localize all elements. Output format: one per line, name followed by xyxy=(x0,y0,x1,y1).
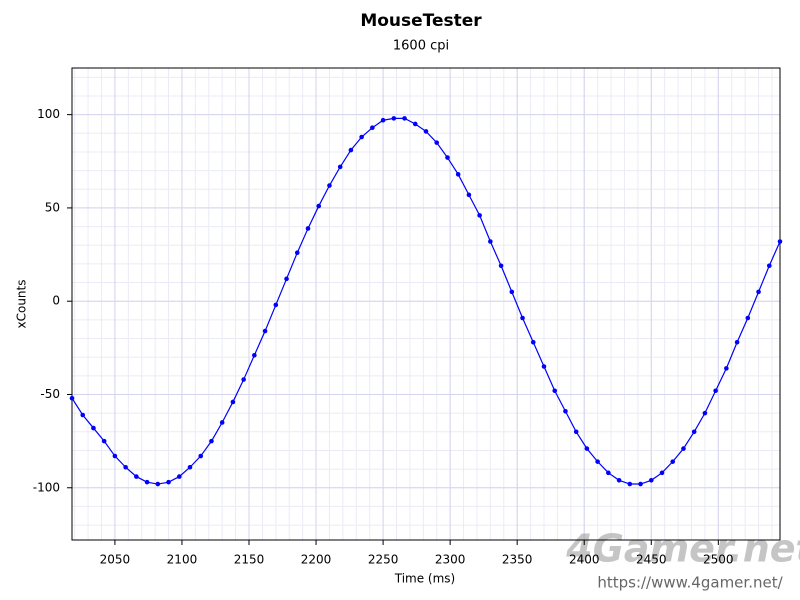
data-point xyxy=(198,453,204,459)
data-point xyxy=(273,302,279,308)
data-point xyxy=(112,453,118,459)
data-point xyxy=(134,474,139,479)
data-point xyxy=(691,429,697,435)
x-tick-label: 2250 xyxy=(368,553,399,567)
data-point xyxy=(316,203,322,209)
data-point xyxy=(766,263,772,269)
data-point xyxy=(412,121,418,127)
data-point xyxy=(101,438,107,444)
data-point xyxy=(144,479,150,485)
data-point xyxy=(530,339,536,345)
x-tick-label: 2500 xyxy=(703,553,734,567)
x-tick-label: 2450 xyxy=(636,553,667,567)
watermark-url: https://www.4gamer.net/ xyxy=(597,574,783,592)
data-point xyxy=(681,446,686,451)
data-point xyxy=(294,250,300,255)
data-point xyxy=(595,459,600,464)
data-point xyxy=(305,226,311,231)
data-point xyxy=(659,470,665,476)
data-point xyxy=(498,263,504,269)
watermark: 4Gamer.net xyxy=(565,527,800,571)
x-axis-label: Time (ms) xyxy=(394,572,456,586)
data-point xyxy=(209,438,214,444)
data-point xyxy=(423,129,429,134)
x-tick-label: 2200 xyxy=(301,553,332,567)
data-point xyxy=(434,140,440,145)
y-tick-label: 0 xyxy=(52,294,60,308)
data-point xyxy=(520,315,525,321)
x-tick-label: 2400 xyxy=(569,553,600,567)
plot-frame xyxy=(71,67,781,541)
y-tick-label: 100 xyxy=(37,107,60,121)
data-point xyxy=(552,388,558,394)
data-point xyxy=(91,425,96,431)
data-point xyxy=(176,474,182,479)
data-point xyxy=(488,239,493,244)
data-point xyxy=(241,377,246,382)
data-point xyxy=(284,276,289,282)
data-point xyxy=(402,116,407,121)
data-point xyxy=(80,412,86,418)
data-point xyxy=(466,192,472,198)
data-point xyxy=(69,395,75,401)
data-point xyxy=(380,117,386,123)
chart-title: MouseTester xyxy=(360,11,482,31)
x-tick-label: 2350 xyxy=(502,553,533,567)
data-point xyxy=(327,183,332,188)
x-tick-label: 2300 xyxy=(435,553,466,567)
y-tick-label: -50 xyxy=(40,387,60,401)
y-axis-label: xCounts xyxy=(15,280,29,329)
data-point xyxy=(455,172,461,177)
data-point xyxy=(337,164,343,170)
data-point xyxy=(348,147,354,153)
data-point xyxy=(606,470,611,476)
data-point xyxy=(616,478,622,483)
data-point xyxy=(230,399,236,405)
data-point xyxy=(187,464,193,470)
data-point xyxy=(509,289,515,295)
data-point xyxy=(252,353,257,358)
data-point xyxy=(573,429,579,435)
data-point xyxy=(627,481,633,487)
x-tick-label: 2100 xyxy=(167,553,198,567)
data-point xyxy=(724,366,729,371)
data-point xyxy=(638,481,643,487)
data-point xyxy=(584,446,590,451)
data-point xyxy=(166,479,171,485)
data-point xyxy=(445,155,450,160)
data-point xyxy=(155,481,161,487)
data-point xyxy=(391,116,397,121)
data-point xyxy=(370,125,375,130)
data-point xyxy=(713,388,718,394)
data-point xyxy=(702,410,708,416)
data-point xyxy=(477,213,482,218)
data-point xyxy=(745,315,751,321)
data-point xyxy=(262,328,268,334)
data-point xyxy=(123,464,128,470)
y-tick-label: 50 xyxy=(45,200,60,214)
data-point xyxy=(219,420,225,425)
x-tick-label: 2050 xyxy=(100,553,131,567)
data-point xyxy=(648,478,654,483)
data-point xyxy=(756,289,761,295)
x-tick-label: 2150 xyxy=(234,553,265,567)
data-point xyxy=(734,339,740,345)
data-point xyxy=(777,239,783,244)
data-point xyxy=(670,459,676,464)
data-point xyxy=(563,408,568,414)
data-point xyxy=(541,364,547,369)
data-point xyxy=(359,134,364,140)
chart-subtitle: 1600 cpi xyxy=(393,39,449,54)
y-tick-label: -100 xyxy=(33,480,60,494)
